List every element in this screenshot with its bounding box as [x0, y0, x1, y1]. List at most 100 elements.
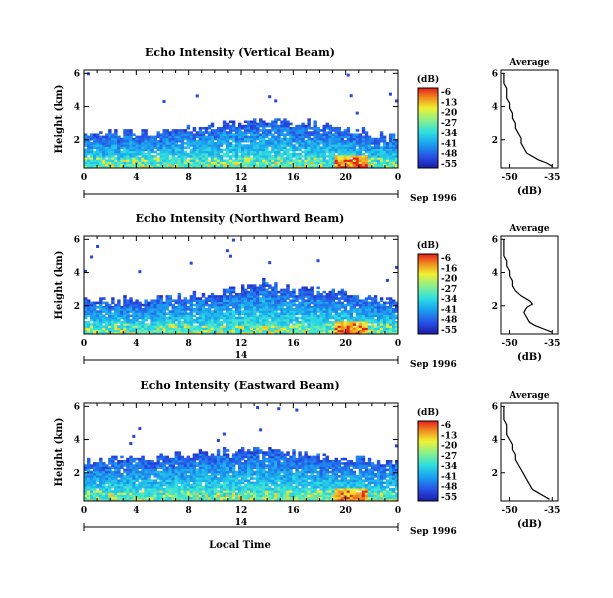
- echo-cell: [334, 144, 339, 147]
- echo-cell: [129, 129, 133, 132]
- echo-cell: [138, 146, 142, 149]
- profile-x-tick-label: -50: [501, 173, 517, 183]
- echo-cell: [96, 150, 100, 154]
- echo-cell: [289, 142, 293, 145]
- echo-cell: [358, 163, 363, 167]
- echo-cell: [129, 135, 133, 139]
- echo-cell: [219, 133, 224, 137]
- echo-cell: [349, 331, 354, 335]
- echo-cell: [150, 498, 154, 502]
- echo-cell: [93, 155, 97, 158]
- echo-cell: [87, 483, 91, 487]
- echo-cell: [174, 488, 178, 491]
- echo-cell: [244, 148, 248, 152]
- echo-cell: [234, 161, 239, 165]
- echo-cell: [150, 310, 154, 313]
- echo-cell: [192, 290, 197, 294]
- echo-cell: [271, 159, 275, 162]
- echo-cell: [123, 152, 127, 156]
- echo-cell: [183, 479, 188, 482]
- echo-cell: [382, 137, 387, 141]
- echo-cell: [271, 288, 275, 292]
- echo-cell: [367, 316, 372, 320]
- echo-cell: [174, 152, 178, 156]
- echo-cell: [195, 159, 200, 162]
- echo-cell: [256, 133, 260, 137]
- echo-cell: [93, 161, 97, 165]
- echo-cell: [90, 161, 94, 165]
- echo-cell: [102, 492, 106, 495]
- echo-cell: [165, 329, 169, 333]
- echo-cell: [219, 155, 224, 158]
- echo-cell: [84, 475, 88, 478]
- echo-cell: [283, 124, 287, 128]
- echo-cell: [147, 496, 151, 500]
- echo-cell: [129, 483, 133, 487]
- echo-cell: [147, 161, 151, 165]
- echo-cell: [156, 133, 160, 137]
- echo-cell: [307, 331, 311, 335]
- echo-cell: [96, 155, 100, 158]
- echo-cell: [237, 464, 242, 467]
- echo-cell: [331, 146, 335, 149]
- echo-cell: [114, 329, 118, 333]
- echo-cell: [105, 327, 109, 331]
- echo-cell: [186, 490, 191, 493]
- echo-cell: [222, 496, 227, 500]
- echo-cell: [265, 321, 269, 324]
- echo-cell: [96, 492, 100, 495]
- echo-cell: [198, 144, 203, 147]
- echo-cell: [204, 325, 209, 328]
- echo-cell: [289, 144, 293, 147]
- echo-cell: [379, 327, 384, 331]
- echo-cell: [274, 122, 278, 126]
- echo-cell: [168, 316, 172, 320]
- echo-cell: [216, 496, 221, 500]
- echo-cell: [225, 137, 230, 141]
- echo-cell: [346, 163, 351, 167]
- echo-cell: [256, 316, 260, 320]
- echo-cell: [256, 142, 260, 145]
- echo-cell: [102, 329, 106, 333]
- echo-cell: [391, 314, 396, 318]
- echo-cell: [280, 290, 284, 294]
- echo-cell: [228, 308, 233, 311]
- echo-cell: [96, 316, 100, 320]
- echo-cell: [195, 470, 200, 474]
- echo-cell: [183, 327, 188, 331]
- echo-cell: [231, 139, 236, 143]
- echo-cell: [162, 129, 166, 132]
- echo-cell: [237, 470, 242, 474]
- echo-cell: [274, 329, 278, 333]
- echo-cell: [129, 142, 133, 145]
- echo-cell: [216, 314, 221, 318]
- echo-cell: [250, 305, 254, 309]
- echo-cell: [219, 462, 224, 465]
- echo-cell: [322, 321, 326, 324]
- echo-cell: [394, 308, 399, 311]
- echo-cell: [198, 496, 203, 500]
- echo-cell: [241, 150, 245, 154]
- echo-cell: [367, 165, 372, 169]
- echo-cell: [132, 490, 136, 493]
- echo-cell: [153, 159, 157, 162]
- echo-cell: [253, 301, 257, 305]
- echo-cell: [144, 327, 148, 331]
- echo-cell: [222, 303, 227, 307]
- echo-cell: [358, 312, 363, 315]
- echo-cell: [222, 314, 227, 318]
- echo-cell: [207, 488, 212, 491]
- echo-cell: [87, 468, 91, 472]
- echo-cell: [280, 126, 284, 130]
- echo-cell: [271, 150, 275, 154]
- echo-cell: [346, 323, 351, 326]
- echo-cell: [265, 159, 269, 162]
- echo-cell: [325, 292, 329, 296]
- echo-cell: [298, 303, 302, 307]
- echo-cell: [126, 129, 130, 132]
- echo-cell: [334, 142, 339, 145]
- echo-cell: [84, 498, 88, 502]
- echo-cell: [234, 312, 239, 315]
- echo-cell: [322, 124, 326, 128]
- echo-cell: [370, 297, 375, 300]
